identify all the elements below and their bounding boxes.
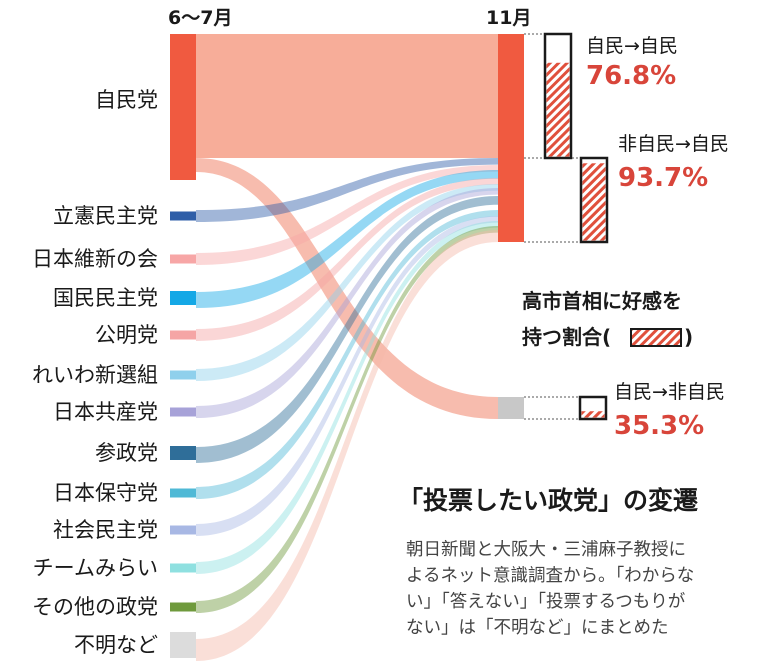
node-right-ldp — [498, 34, 524, 242]
legend-hatch-swatch — [630, 328, 682, 347]
flow-11 — [196, 226, 498, 613]
highlight-label: 自民→自民 — [586, 35, 678, 57]
node-left-9 — [170, 525, 196, 535]
party-label: その他の政党 — [32, 595, 158, 619]
node-left-4 — [170, 330, 196, 340]
node-left-8 — [170, 488, 196, 498]
node-left-2 — [170, 254, 196, 264]
flow-5 — [196, 184, 498, 381]
flow-3 — [196, 170, 498, 308]
highlight-label: 自民→非自民 — [614, 381, 725, 403]
node-layer — [170, 33, 582, 658]
note-line-1: 朝日新聞と大阪大・三浦麻子教授に — [406, 540, 686, 560]
flow-4 — [196, 178, 498, 341]
flow-10 — [196, 221, 498, 574]
highlight-label: 非自民→自民 — [618, 133, 729, 155]
node-left-5 — [170, 370, 196, 380]
party-label: 日本保守党 — [53, 481, 158, 505]
party-label: れいわ新選組 — [32, 363, 158, 387]
node-left-ldp — [170, 34, 196, 180]
highlight-value: 35.3% — [614, 411, 704, 441]
party-label: 不明など — [74, 633, 158, 657]
node-left-3 — [170, 291, 196, 305]
party-label: 日本維新の会 — [32, 247, 158, 271]
diagram-title: 「投票したい政党」の変遷 — [398, 486, 698, 515]
flow-ldp-to-ldp — [196, 34, 498, 158]
flow-2 — [196, 165, 498, 265]
highlight-value: 93.7% — [618, 163, 708, 193]
node-left-6 — [170, 407, 196, 417]
party-label: 日本共産党 — [53, 400, 158, 424]
party-label: 社会民主党 — [53, 518, 158, 542]
party-label: 公明党 — [95, 323, 158, 347]
node-left-10 — [170, 563, 196, 573]
note-line-2: よるネット意識調査から。「わからな — [406, 566, 694, 586]
party-label: 参政党 — [95, 441, 158, 465]
legend-line-1: 高市首相に好感を — [522, 289, 682, 313]
node-left-1 — [170, 211, 196, 221]
legend-line-3: ) — [684, 325, 693, 349]
party-label: 自民党 — [95, 88, 158, 112]
party-label: 立憲民主党 — [53, 204, 158, 228]
node-left-7 — [170, 446, 196, 460]
stage-right-label: 11月 — [486, 7, 531, 29]
highlight-bar-fill — [581, 411, 605, 418]
party-label: 国民民主党 — [53, 286, 158, 310]
highlight-bar-fill — [546, 62, 570, 157]
highlight-value: 76.8% — [586, 61, 676, 91]
flow-layer — [196, 34, 498, 661]
note-line-4: ない」は「不明など」にまとめた — [406, 618, 669, 638]
node-left-11 — [170, 602, 196, 612]
flow-7 — [196, 196, 498, 463]
note-line-3: い」「答えない」「投票するつもりが — [406, 592, 686, 612]
flow-6 — [196, 188, 498, 418]
party-label: チームみらい — [33, 556, 158, 580]
node-right-non-ldp — [498, 397, 524, 419]
flow-1 — [196, 158, 498, 222]
highlight-layer: 自民→自民 76.8% 非自民→自民 93.7% 自民→非自民 35.3% — [543, 32, 729, 441]
node-left-12 — [170, 632, 196, 658]
stage-left-label: 6～7月 — [168, 7, 232, 29]
flow-12 — [196, 230, 498, 661]
party-labels: 自民党立憲民主党日本維新の会国民民主党公明党れいわ新選組日本共産党参政党日本保守… — [32, 88, 158, 657]
flow-9 — [196, 216, 498, 536]
highlight-bar-fill — [582, 163, 606, 241]
flow-8 — [196, 210, 498, 499]
legend-line-2: 持つ割合( — [522, 325, 611, 349]
